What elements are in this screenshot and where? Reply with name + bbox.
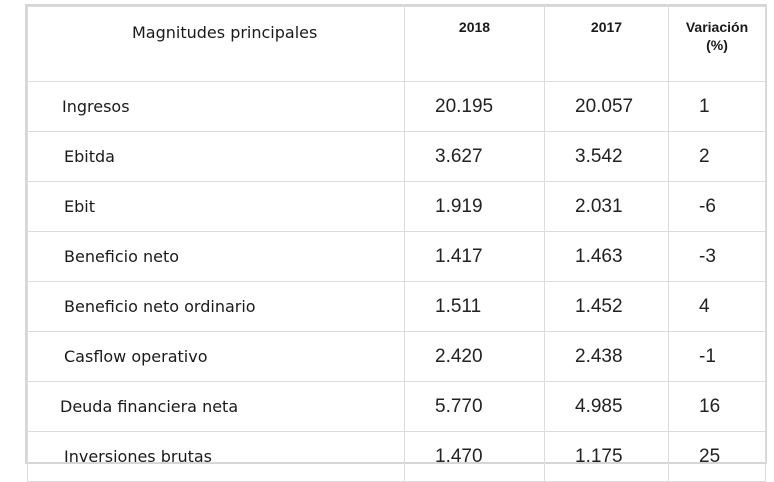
header-variation-label: Variación (685, 19, 749, 35)
financial-table-frame: Magnitudes principales 2018 2017 Variaci… (25, 4, 767, 482)
table-row: Deuda financiera neta 5.770 4.985 16 (27, 381, 766, 432)
row-label: Beneficio neto ordinario (27, 281, 405, 332)
value-2018: 1.511 (404, 281, 545, 332)
value-2017: 20.057 (544, 81, 669, 132)
value-2017: 2.031 (544, 181, 669, 232)
row-label: Ebitda (27, 131, 405, 182)
value-variation: -3 (668, 231, 766, 282)
table-row: Inversiones brutas 1.470 1.175 25 (27, 431, 766, 482)
value-variation: 16 (668, 381, 766, 432)
header-variation: Variación (%) (668, 6, 766, 82)
row-label: Beneficio neto (27, 231, 405, 282)
table-row: Beneficio neto 1.417 1.463 -3 (27, 231, 766, 282)
financial-summary-table: Magnitudes principales 2018 2017 Variaci… (27, 6, 766, 482)
value-variation: 25 (668, 431, 766, 482)
header-2018: 2018 (404, 6, 545, 82)
header-title: Magnitudes principales (27, 6, 405, 82)
value-2018: 1.417 (404, 231, 545, 282)
table-row: Ingresos 20.195 20.057 1 (27, 81, 766, 132)
value-2017: 1.463 (544, 231, 669, 282)
value-2017: 1.175 (544, 431, 669, 482)
table-row: Ebit 1.919 2.031 -6 (27, 181, 766, 232)
row-label: Ingresos (27, 81, 405, 132)
row-label: Casflow operativo (27, 331, 405, 382)
table-row: Ebitda 3.627 3.542 2 (27, 131, 766, 182)
table-row: Casflow operativo 2.420 2.438 -1 (27, 331, 766, 382)
value-variation: 1 (668, 81, 766, 132)
value-2017: 4.985 (544, 381, 669, 432)
value-variation: -1 (668, 331, 766, 382)
value-2017: 1.452 (544, 281, 669, 332)
header-2017: 2017 (544, 6, 669, 82)
value-2018: 2.420 (404, 331, 545, 382)
value-variation: 4 (668, 281, 766, 332)
row-label: Ebit (27, 181, 405, 232)
value-2018: 1.470 (404, 431, 545, 482)
value-variation: -6 (668, 181, 766, 232)
value-2017: 2.438 (544, 331, 669, 382)
header-variation-unit: (%) (706, 37, 728, 53)
table-header: Magnitudes principales 2018 2017 Variaci… (27, 6, 766, 82)
value-2018: 20.195 (404, 81, 545, 132)
table-body: Ingresos 20.195 20.057 1 Ebitda 3.627 3.… (27, 81, 766, 482)
row-label: Deuda financiera neta (27, 381, 405, 432)
table-row: Beneficio neto ordinario 1.511 1.452 4 (27, 281, 766, 332)
value-variation: 2 (668, 131, 766, 182)
value-2017: 3.542 (544, 131, 669, 182)
value-2018: 5.770 (404, 381, 545, 432)
value-2018: 1.919 (404, 181, 545, 232)
value-2018: 3.627 (404, 131, 545, 182)
row-label: Inversiones brutas (27, 431, 405, 482)
header-row: Magnitudes principales 2018 2017 Variaci… (27, 6, 766, 82)
